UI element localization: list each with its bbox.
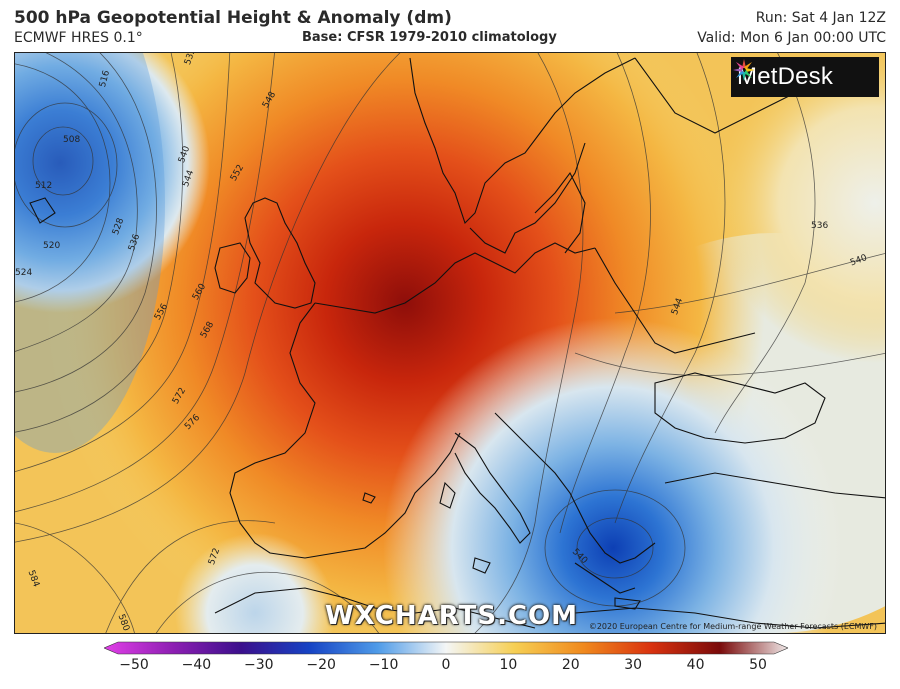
contour-label: 508 bbox=[63, 135, 81, 145]
metdesk-burst-icon bbox=[733, 59, 755, 81]
colorbar-tick: 0 bbox=[441, 657, 451, 673]
chart-header: 500 hPa Geopotential Height & Anomaly (d… bbox=[0, 0, 900, 52]
colorbar-tick: −30 bbox=[244, 657, 274, 673]
contour-label: 512 bbox=[35, 181, 53, 191]
colorbar-tick: 10 bbox=[499, 657, 518, 673]
metdesk-logo: MetDesk bbox=[731, 57, 879, 97]
weather-map: 508 512 516 520 524 528 532 536 536 540 540 540 544 5… bbox=[14, 52, 886, 634]
colorbar-tick: −20 bbox=[306, 657, 336, 673]
colorbar-tick: −40 bbox=[181, 657, 212, 673]
logo-text: MetDesk bbox=[737, 63, 834, 90]
colorbar-tick: 40 bbox=[686, 657, 705, 673]
valid-time: Valid: Mon 6 Jan 00:00 UTC bbox=[697, 30, 886, 46]
contour-label: 536 bbox=[811, 221, 829, 231]
colorbar-tick: 20 bbox=[561, 657, 580, 673]
anomaly-colorbar: −50 −40 −30 −20 −10 0 10 20 30 40 50 bbox=[104, 641, 788, 689]
anomaly-field bbox=[15, 53, 885, 633]
chart-title: 500 hPa Geopotential Height & Anomaly (d… bbox=[14, 8, 452, 28]
colorbar-tick: 30 bbox=[624, 657, 643, 673]
copyright-notice: ©2020 European Centre for Medium-range W… bbox=[588, 622, 877, 631]
contour-label: 520 bbox=[43, 241, 61, 251]
run-time: Run: Sat 4 Jan 12Z bbox=[755, 10, 886, 26]
model-name: ECMWF HRES 0.1° bbox=[14, 30, 143, 46]
wxcharts-watermark: WXCHARTS.COM bbox=[325, 601, 579, 631]
colorbar-tick: 50 bbox=[749, 657, 767, 673]
colorbar-tick: −50 bbox=[119, 657, 149, 673]
colorbar-tick: −10 bbox=[368, 657, 399, 673]
colorbar-gradient bbox=[104, 641, 788, 655]
contour-label: 524 bbox=[15, 268, 33, 278]
climatology-base: Base: CFSR 1979-2010 climatology bbox=[302, 30, 557, 45]
